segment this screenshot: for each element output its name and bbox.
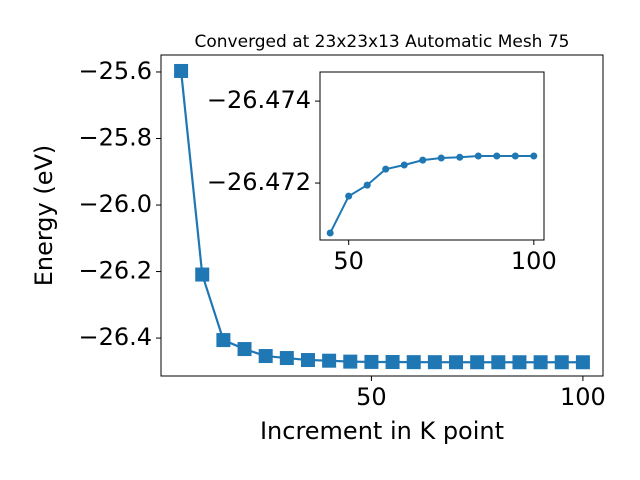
y-tick-label: −26.474: [207, 86, 311, 114]
inset-chart: 50 100 −26.474 −26.472: [207, 71, 557, 275]
marker: [491, 355, 506, 370]
marker: [326, 229, 334, 237]
marker: [511, 152, 519, 160]
y-tick-label: −25.6: [78, 57, 152, 85]
marker: [406, 355, 421, 370]
marker: [400, 161, 408, 169]
y-tick-label: −26.472: [207, 168, 311, 196]
y-tick-label: −25.8: [78, 123, 152, 151]
y-axis-label: Energy (eV): [30, 145, 58, 287]
marker: [345, 192, 353, 200]
marker: [493, 152, 501, 160]
marker: [419, 156, 427, 164]
x-tick-label: 50: [333, 247, 364, 275]
marker: [216, 333, 231, 348]
marker: [385, 355, 400, 370]
x-axis-label: Increment in K point: [260, 417, 504, 445]
marker: [575, 355, 590, 370]
marker: [300, 353, 315, 368]
x-tick-label: 100: [511, 247, 557, 275]
x-tick-label: 50: [356, 383, 387, 411]
marker: [456, 153, 464, 161]
marker: [237, 342, 252, 357]
marker: [530, 152, 538, 160]
axes-frame: [160, 54, 604, 377]
marker: [449, 355, 464, 370]
marker: [363, 181, 371, 189]
marker: [470, 355, 485, 370]
y-tick-label: −26.4: [78, 323, 152, 351]
chart-title: Converged at 23x23x13 Automatic Mesh 75: [195, 32, 570, 52]
marker: [195, 267, 210, 282]
marker: [258, 349, 273, 364]
marker: [474, 152, 482, 160]
axes-frame: [319, 71, 545, 241]
x-tick-label: 100: [560, 383, 606, 411]
y-tick-label: −26.2: [78, 257, 152, 285]
marker: [533, 355, 548, 370]
marker: [427, 355, 442, 370]
marker: [279, 351, 294, 366]
marker: [512, 355, 527, 370]
marker: [343, 354, 358, 369]
y-tick-label: −26.0: [78, 190, 152, 218]
marker: [554, 355, 569, 370]
marker: [382, 165, 390, 173]
marker: [437, 154, 445, 162]
marker: [364, 354, 379, 369]
marker: [174, 63, 189, 78]
marker: [322, 353, 337, 368]
